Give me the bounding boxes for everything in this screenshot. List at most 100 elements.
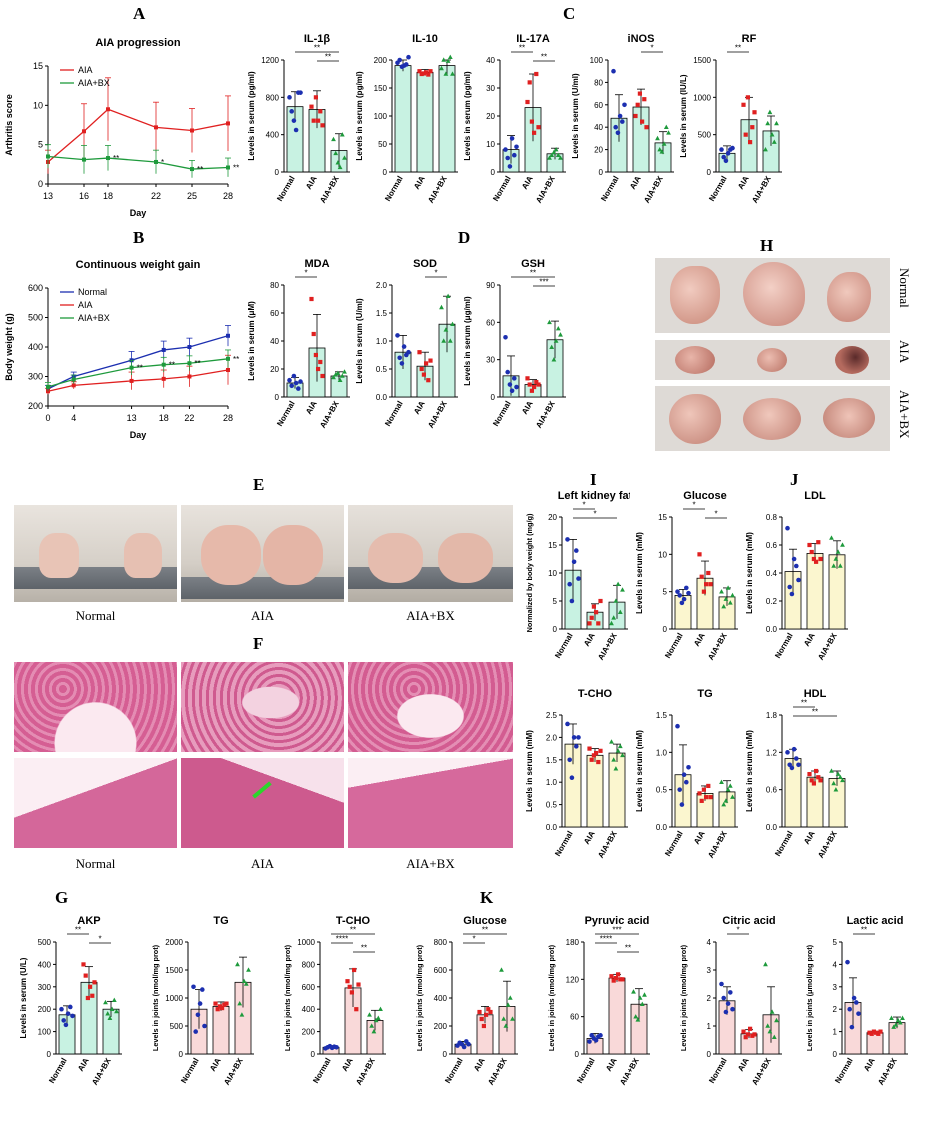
data-point (708, 582, 713, 587)
data-point (106, 107, 110, 112)
data-point (296, 386, 301, 391)
data-point (239, 1012, 245, 1017)
chart-title: Left kidney fat (558, 490, 630, 502)
data-point (339, 132, 345, 137)
x-tick-label: Normal (553, 830, 575, 858)
data-point (642, 992, 647, 997)
data-point (85, 995, 90, 1001)
data-point (193, 1029, 198, 1034)
data-point (246, 967, 251, 972)
data-point (789, 765, 795, 771)
kidney-photo-aia (655, 340, 890, 380)
data-point (313, 95, 318, 100)
data-point (293, 127, 299, 133)
data-point (849, 1024, 855, 1030)
data-point (46, 154, 50, 159)
x-tick-label: AIA+BX (486, 1056, 509, 1087)
data-point (441, 338, 447, 343)
x-tick-label: AIA (412, 174, 427, 191)
y-axis-label: Normalized by body weight (mg/g) (525, 513, 534, 632)
data-point (70, 1013, 75, 1019)
chart-title: Glucose (463, 915, 506, 927)
data-point (226, 165, 230, 170)
data-point (701, 787, 706, 792)
data-point (503, 1023, 509, 1028)
data-point (613, 975, 618, 981)
data-point (697, 791, 702, 796)
data-point (721, 604, 727, 609)
data-point (723, 798, 729, 803)
y-axis-label: Levels in serum (mM) (635, 532, 644, 614)
data-point (129, 378, 134, 383)
sig-label: ** (519, 44, 525, 53)
series-line (47, 335, 229, 390)
x-tick-label: 28 (223, 413, 233, 423)
sig-label: * (593, 510, 596, 519)
series-line (47, 155, 229, 170)
data-point (679, 600, 685, 606)
chart-rf: RF Levels in serum (IU/L) 0 500 1000 1500 Norm… (679, 33, 782, 205)
data-point (847, 1006, 852, 1012)
x-tick-label: Normal (491, 400, 513, 428)
data-point (529, 388, 534, 393)
data-point (889, 1015, 894, 1020)
y-axis-label: Levels in serum (mM) (635, 730, 644, 812)
series-line (47, 108, 229, 163)
data-point (837, 563, 843, 568)
data-point (620, 752, 625, 758)
x-tick-label: AIA+BX (750, 174, 773, 205)
data-point (510, 1016, 515, 1021)
data-point (63, 1022, 69, 1028)
x-tick-label: Normal (707, 1057, 729, 1085)
sig-label: **** (600, 935, 612, 944)
x-tick-label: AIA+BX (534, 399, 557, 430)
data-point (399, 361, 405, 366)
x-tick-label: AIA (520, 174, 535, 191)
data-point (424, 361, 429, 366)
data-point (107, 1015, 113, 1020)
data-point (534, 71, 539, 77)
kidney-photo-aia-bx (655, 386, 890, 451)
chart-gsh: GSH Levels in serum (μg/ml) 0 30 60 90 Normal A… (463, 258, 566, 430)
x-tick-label: AIA (520, 399, 535, 416)
y-tick-label: 400 (28, 342, 43, 352)
x-tick-label: AIA+BX (816, 631, 839, 662)
data-point (565, 721, 570, 727)
data-point (507, 995, 513, 1000)
data-point (620, 977, 625, 982)
x-tick-label: 25 (187, 191, 197, 201)
data-point (505, 369, 510, 375)
data-point (197, 1001, 203, 1006)
chart-weight-gain: Continuous weight gain Body weight (g) Day… (4, 259, 239, 440)
sig-label: * (582, 501, 585, 510)
y-tick-label: 2 (833, 1005, 838, 1014)
data-point (331, 136, 336, 142)
data-point (226, 356, 230, 361)
x-tick-label: AIA+BX (354, 1056, 377, 1087)
data-point (486, 1007, 491, 1012)
y-tick-label: 400 (266, 131, 280, 140)
data-point (191, 984, 196, 990)
data-point (349, 990, 354, 995)
data-point (765, 1023, 771, 1028)
data-point (567, 581, 572, 587)
data-point (46, 384, 50, 389)
chart-lac: Lactic acid Levels in joints (μmol/mg pro… (805, 915, 908, 1087)
y-axis-label: Levels in joints (nmol/mg prot) (415, 944, 424, 1051)
y-tick-label: 80 (594, 78, 603, 87)
x-tick-label: AIA (692, 829, 707, 846)
data-point (558, 155, 563, 160)
data-point (503, 147, 508, 152)
data-point (68, 1004, 73, 1010)
data-point (637, 995, 643, 1000)
data-point (479, 1016, 484, 1022)
y-tick-label: 20 (594, 146, 603, 155)
data-point (574, 548, 579, 553)
data-point (569, 598, 575, 604)
data-point (835, 771, 841, 776)
data-point (443, 71, 449, 76)
y-tick-label: 600 (434, 966, 448, 975)
chart-mda: MDA Levels in serum (μM) 0 20 40 60 80 Normal AI… (247, 258, 350, 430)
data-point (318, 109, 323, 114)
y-tick-label: 60 (570, 1013, 579, 1022)
